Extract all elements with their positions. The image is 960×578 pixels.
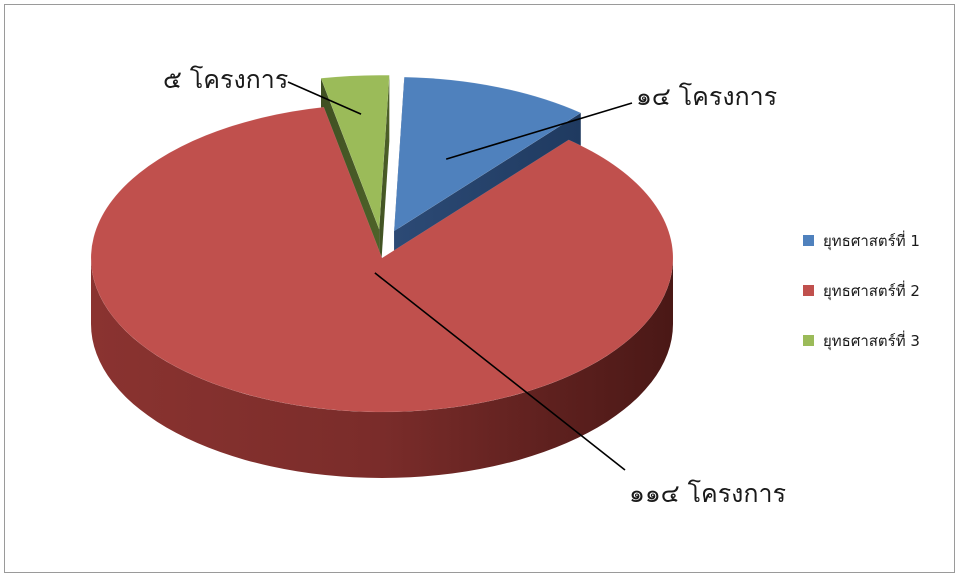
legend-swatch-2 — [803, 285, 814, 296]
slice-3-cut-face — [379, 75, 390, 296]
data-label-1: ๑๔ โครงการ — [636, 82, 777, 111]
slice-2-side — [91, 258, 673, 478]
data-label-3: ๕ โครงการ — [163, 65, 288, 94]
legend-swatch-3 — [803, 335, 814, 346]
leader-line-1 — [445, 102, 633, 160]
slice-2 — [90, 106, 674, 413]
legend-swatch-1 — [803, 235, 814, 246]
legend-label-3: ยุทธศาสตร์ที่ 3 — [823, 330, 920, 351]
slice-3 — [320, 74, 390, 230]
leader-line-3 — [287, 81, 362, 115]
legend-label-2: ยุทธศาสตร์ที่ 2 — [823, 280, 920, 301]
legend-label-1: ยุทธศาสตร์ที่ 1 — [823, 230, 920, 251]
data-label-2: ๑๑๔ โครงการ — [629, 479, 786, 508]
slice-1 — [393, 76, 582, 232]
leader-line-2 — [374, 272, 626, 471]
